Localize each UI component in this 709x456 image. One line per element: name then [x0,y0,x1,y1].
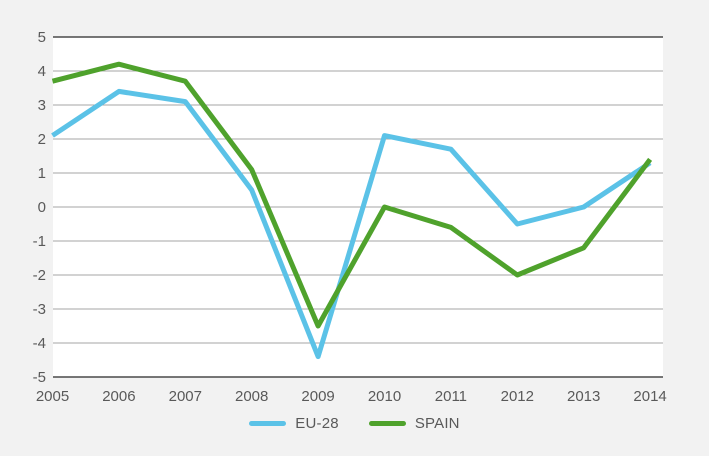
legend-item-eu28: EU-28 [249,415,339,432]
y-axis-tick-label: -1 [33,233,46,250]
x-axis-tick-label: 2012 [501,388,534,405]
y-axis-tick-label: 5 [38,29,46,46]
legend-label-eu28: EU-28 [295,415,339,432]
y-axis-tick-label: 0 [38,199,46,216]
y-axis-tick-label: -2 [33,267,46,284]
y-axis-tick-label: 3 [38,97,46,114]
series-line-spain [51,61,653,329]
series-line-eu-28 [51,88,652,360]
legend-swatch-spain-icon [368,421,406,426]
y-axis-tick-label: -4 [33,335,46,352]
x-axis-tick-label: 2009 [301,388,334,405]
x-axis-tick-label: 2008 [235,388,268,405]
x-axis-tick-label: 2007 [169,388,202,405]
x-axis-tick-label: 2013 [567,388,600,405]
x-axis-tick-label: 2014 [633,388,666,405]
y-axis-tick-label: 1 [38,165,46,182]
x-axis-tick-label: 2011 [435,388,467,405]
legend-item-spain: SPAIN [368,415,460,432]
y-axis-tick-label: 2 [38,131,46,148]
x-axis-tick-label: 2005 [36,388,69,405]
legend-swatch-eu28-icon [249,421,287,426]
x-axis-tick-label: 2006 [102,388,135,405]
x-axis-tick-label: 2010 [368,388,401,405]
legend: EU-28 SPAIN [0,415,709,432]
y-axis-tick-label: -3 [33,301,46,318]
legend-label-spain: SPAIN [414,415,460,432]
y-axis-tick-label: 4 [38,63,46,80]
y-axis-tick-label: -5 [33,369,46,386]
